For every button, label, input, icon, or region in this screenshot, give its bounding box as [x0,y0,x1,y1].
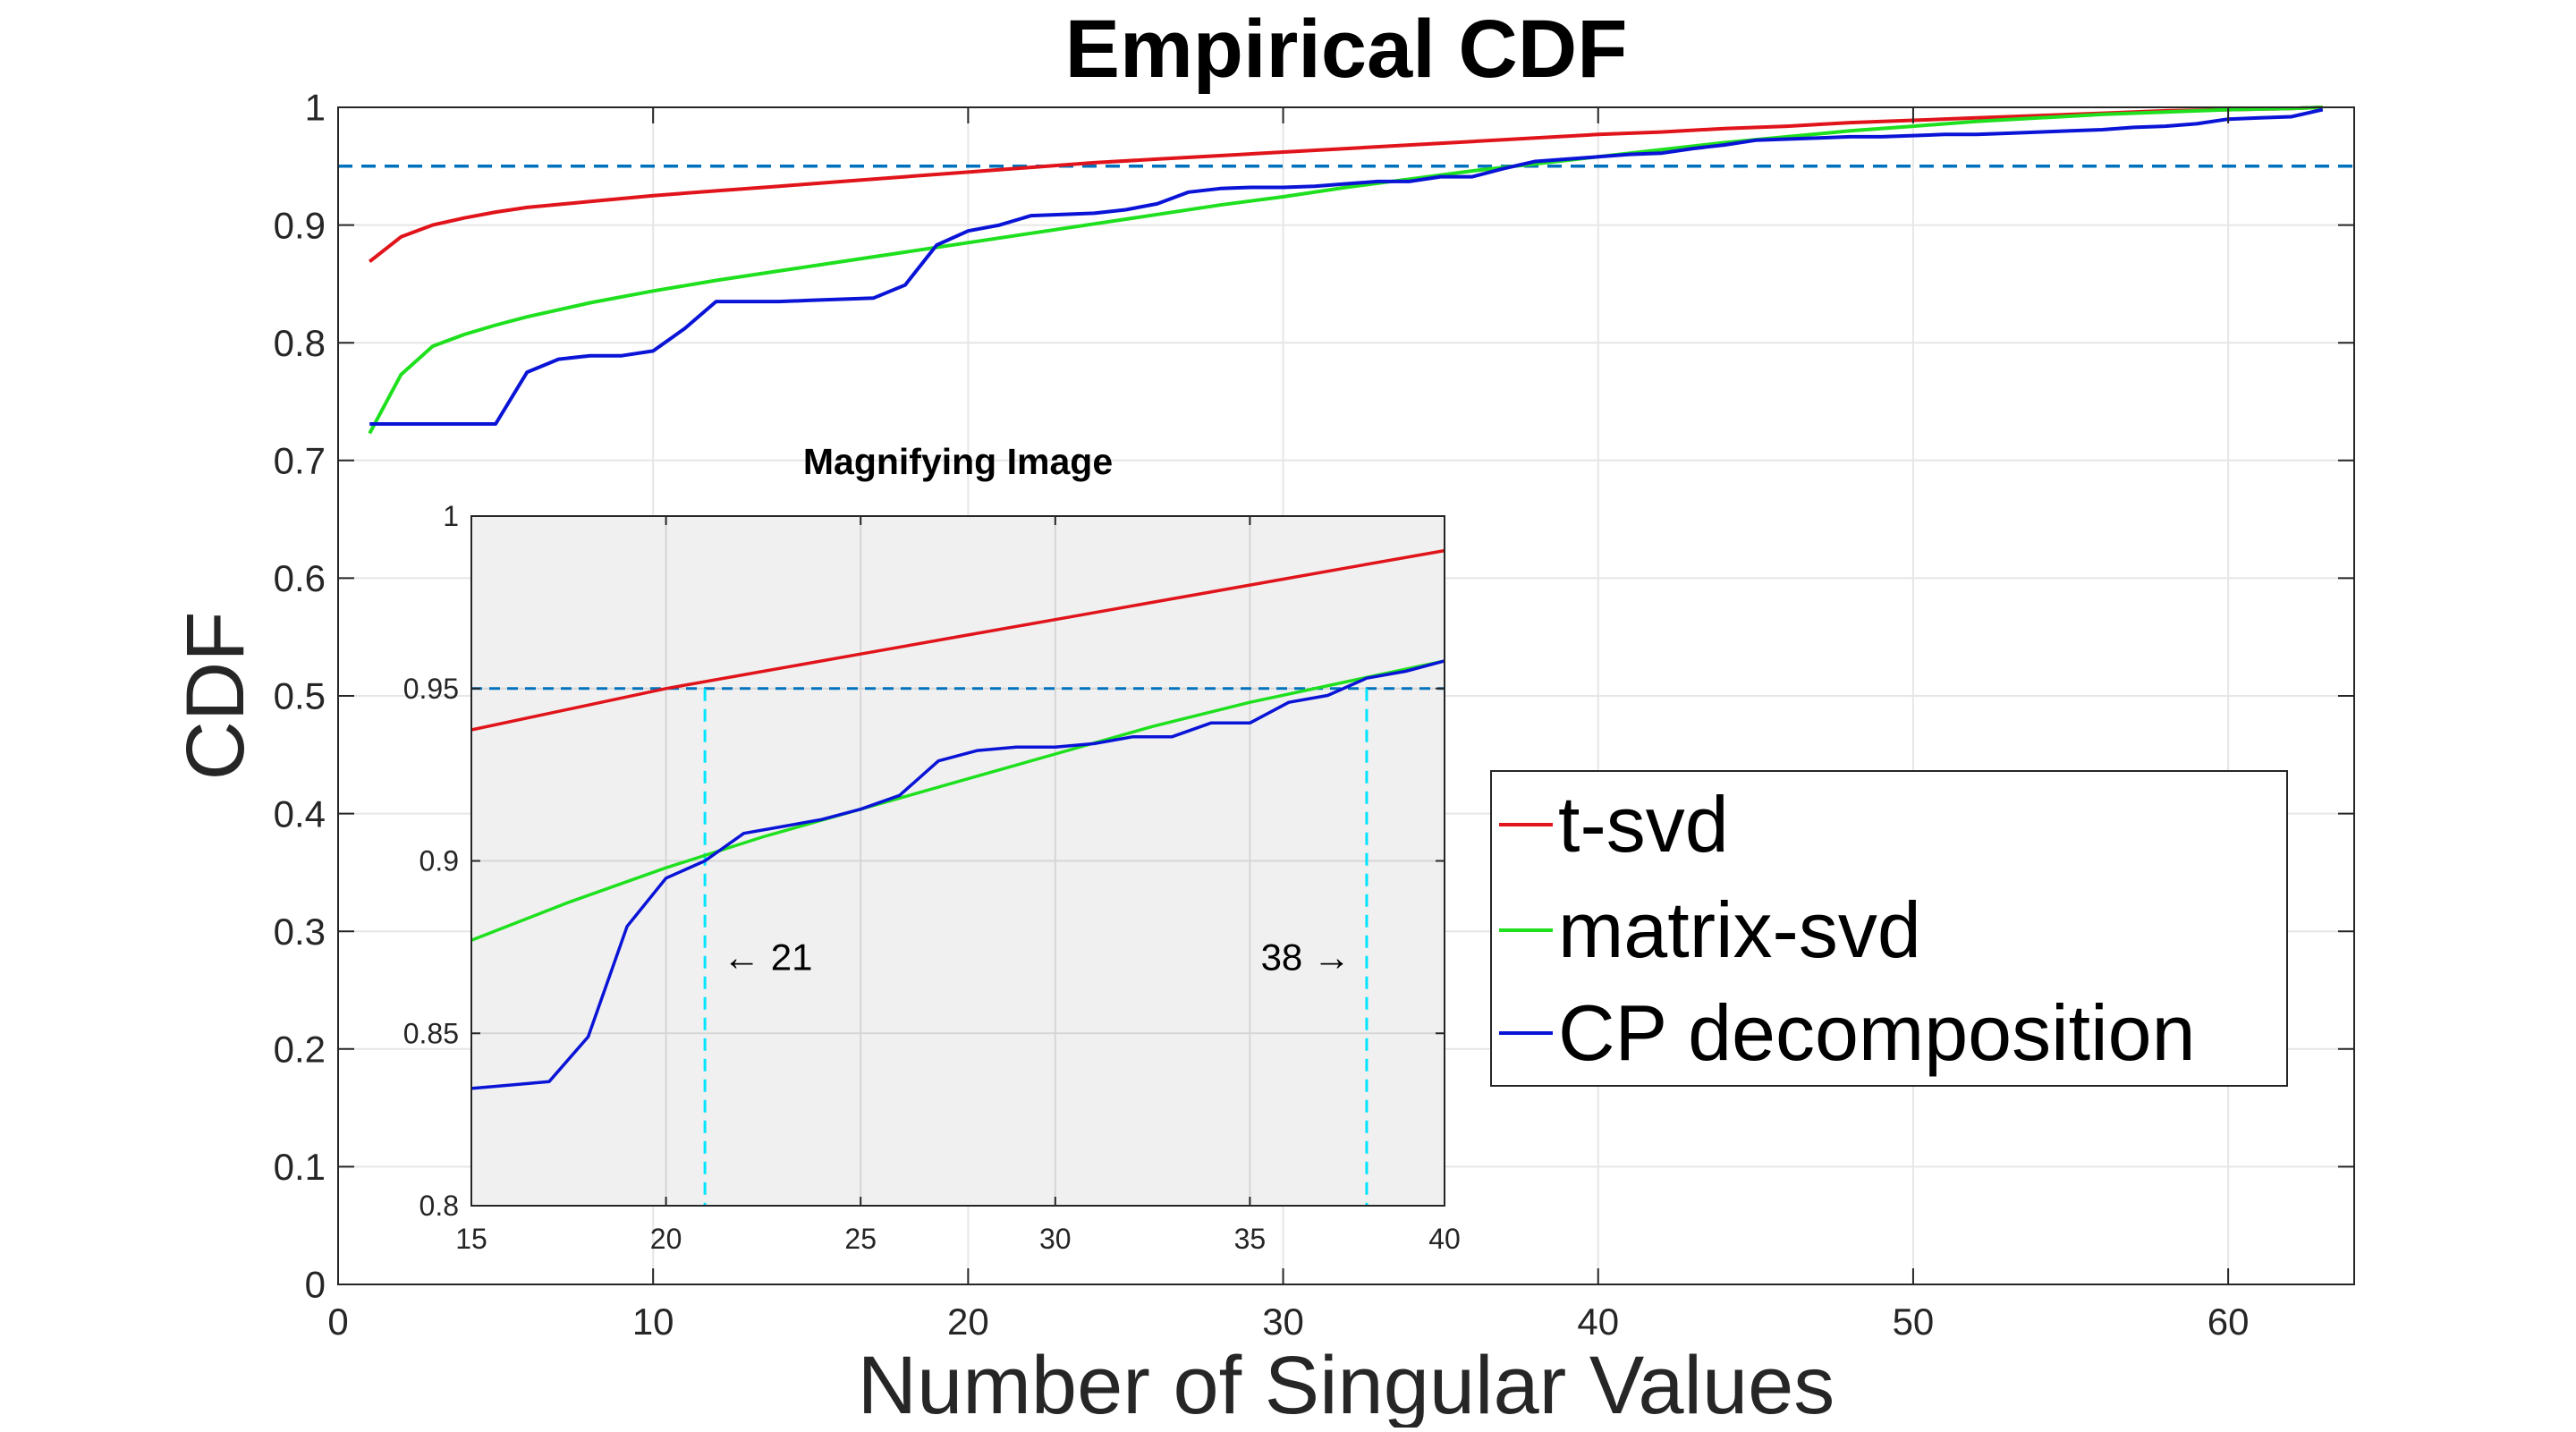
legend-label-matrix-svd: matrix-svd [1558,885,1921,974]
series-line-cp-decomposition [470,659,1445,1090]
y-tick-label: 0.2 [274,1029,326,1071]
y-tick-label: 1 [443,500,459,532]
y-tick-label: 0.6 [274,557,326,599]
y-tick-label: 0.3 [274,911,326,953]
y-tick-label: 0.95 [403,673,459,705]
y-tick-label: 0.7 [274,440,326,482]
x-tick-label: 30 [1262,1301,1304,1343]
x-tick-label: 10 [632,1301,674,1343]
x-tick-label: 40 [1428,1223,1461,1255]
x-tick-label: 30 [1039,1223,1072,1255]
x-tick-label: 35 [1234,1223,1267,1255]
x-tick-label: 0 [327,1301,348,1343]
series-line-t-svd [470,548,1445,732]
x-tick-label: 40 [1577,1301,1619,1343]
inset-title: Magnifying Image [803,441,1113,482]
x-tick-label: 60 [2207,1301,2250,1343]
series-line-cp-decomposition [369,107,2324,426]
legend-box [1490,770,2288,1087]
legend: t-svd matrix-svd CP decomposition [1490,770,2288,1087]
y-axis-label: CDF [170,611,261,780]
y-tick-label: 0.85 [403,1017,459,1049]
inset-chart: Magnifying Image ← 21 38 → 15 20 25 30 35 40 0.… [403,441,1461,1255]
main-ticks: 0 10 20 30 40 50 60 0 0.1 0.2 0.3 0.4 0.5 0.6 0.7 0.8 0.… [274,87,2354,1343]
series-line-matrix-svd [470,659,1445,942]
marker-label-38: 38 → [1261,936,1351,978]
x-tick-label: 20 [650,1223,682,1255]
y-tick-label: 0.4 [274,792,326,835]
y-tick-label: 0 [305,1264,326,1306]
x-tick-label: 15 [455,1223,487,1255]
series-line-t-svd [368,106,2323,263]
main-series-group [368,106,2324,435]
legend-entries: t-svd matrix-svd CP decomposition [1499,780,2196,1077]
y-tick-label: 0.9 [274,204,326,246]
legend-label-t-svd: t-svd [1558,780,1729,869]
x-tick-label: 50 [1893,1301,1935,1343]
y-tick-label: 0.8 [274,322,326,364]
x-tick-label: 20 [947,1301,989,1343]
y-tick-label: 0.5 [274,675,326,717]
y-tick-label: 0.1 [274,1146,326,1188]
y-tick-label: 1 [305,87,326,129]
y-tick-label: 0.8 [419,1190,459,1222]
inset-series-group [470,548,1445,1090]
y-tick-label: 0.9 [419,845,459,877]
marker-label-21: ← 21 [723,936,812,978]
x-tick-label: 25 [844,1223,877,1255]
x-axis-label: Number of Singular Values [858,1340,1835,1428]
inset-ticks: 15 20 25 30 35 40 0.8 0.85 0.9 0.95 1 [403,500,1461,1255]
legend-label-cp-decomposition: CP decomposition [1558,988,2196,1077]
inset-marker-lines: ← 21 38 → [703,688,1368,1206]
chart-title: Empirical CDF [1065,4,1628,95]
series-line-matrix-svd [368,106,2323,435]
